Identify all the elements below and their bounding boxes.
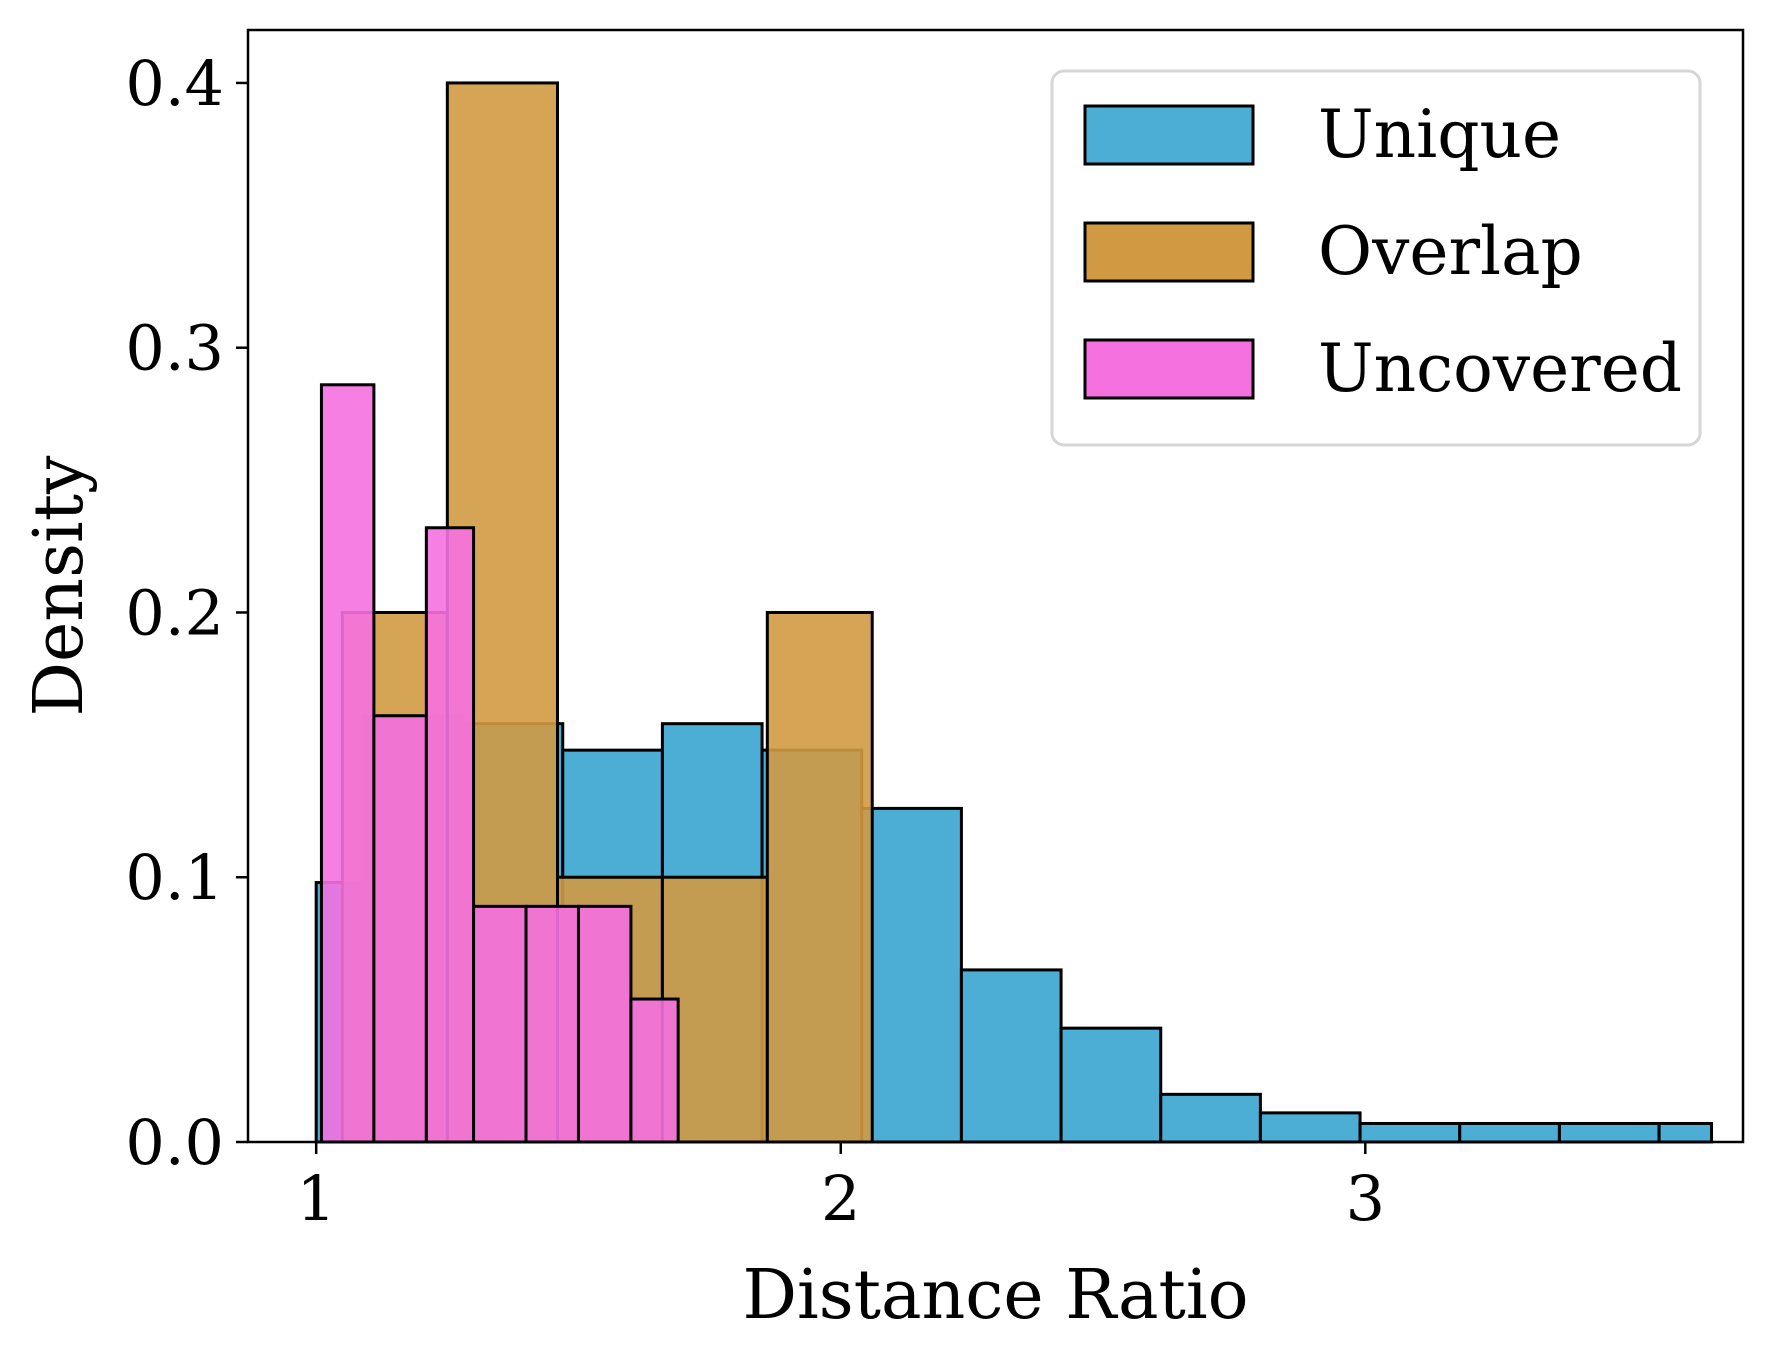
- legend-label-overlap: Overlap: [1318, 213, 1583, 290]
- bar-unique: [959, 968, 1063, 1144]
- bar-uncovered: [524, 904, 580, 1144]
- x-axis-ticks: 1 2 3: [296, 1142, 1385, 1235]
- bar-overlap: [660, 875, 769, 1144]
- legend-swatch-overlap: [1083, 221, 1255, 283]
- y-axis-label: Density: [20, 455, 99, 717]
- bar-overlap: [765, 610, 874, 1144]
- bar-unique: [1159, 1092, 1262, 1144]
- x-axis-label: Distance Ratio: [742, 1256, 1248, 1335]
- bars-layer: [314, 81, 1714, 1144]
- y-tick-label: 0.1: [125, 841, 224, 914]
- x-tick-label: 3: [1346, 1162, 1385, 1235]
- y-tick-label: 0.2: [125, 576, 224, 649]
- legend-label-uncovered: Uncovered: [1318, 330, 1682, 407]
- bar-unique: [860, 806, 963, 1144]
- bar-uncovered: [424, 526, 476, 1144]
- bar-uncovered: [319, 383, 376, 1144]
- bar-uncovered: [629, 997, 680, 1144]
- bar-unique: [1557, 1121, 1661, 1144]
- plot-frame: [246, 28, 1745, 1144]
- bar-uncovered: [472, 904, 528, 1144]
- legend-swatch-uncovered: [1083, 338, 1255, 400]
- y-tick-label: 0.0: [125, 1106, 224, 1179]
- y-tick-label: 0.4: [125, 47, 224, 120]
- bar-unique: [1657, 1121, 1714, 1144]
- legend: Unique Overlap Uncovered: [1050, 69, 1702, 447]
- x-tick-label: 1: [296, 1162, 335, 1235]
- legend-label-unique: Unique: [1318, 96, 1561, 173]
- bar-unique: [1258, 1111, 1362, 1144]
- x-tick-label: 2: [821, 1162, 860, 1235]
- legend-swatch-unique: [1083, 104, 1255, 166]
- y-axis-ticks: 0.0 0.1 0.2 0.3 0.4: [125, 47, 248, 1179]
- series-uncovered: [319, 383, 680, 1144]
- bar-uncovered: [576, 904, 633, 1144]
- bar-unique: [1458, 1121, 1561, 1144]
- bar-unique: [1059, 1026, 1163, 1144]
- bar-unique: [1358, 1121, 1462, 1144]
- y-tick-label: 0.3: [125, 312, 224, 385]
- bar-uncovered: [372, 714, 428, 1144]
